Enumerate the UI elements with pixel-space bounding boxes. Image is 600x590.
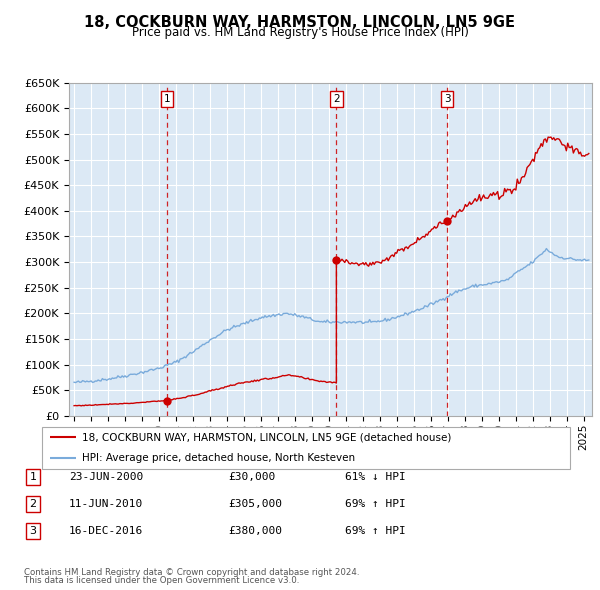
Text: 16-DEC-2016: 16-DEC-2016 <box>69 526 143 536</box>
Text: 2: 2 <box>29 499 37 509</box>
Text: 61% ↓ HPI: 61% ↓ HPI <box>345 472 406 481</box>
Text: 1: 1 <box>164 94 170 104</box>
Text: 69% ↑ HPI: 69% ↑ HPI <box>345 499 406 509</box>
Text: 2: 2 <box>333 94 340 104</box>
Text: 18, COCKBURN WAY, HARMSTON, LINCOLN, LN5 9GE (detached house): 18, COCKBURN WAY, HARMSTON, LINCOLN, LN5… <box>82 432 451 442</box>
Text: 23-JUN-2000: 23-JUN-2000 <box>69 472 143 481</box>
Text: 3: 3 <box>29 526 37 536</box>
Text: 69% ↑ HPI: 69% ↑ HPI <box>345 526 406 536</box>
FancyBboxPatch shape <box>42 427 570 469</box>
Text: £30,000: £30,000 <box>228 472 275 481</box>
Text: HPI: Average price, detached house, North Kesteven: HPI: Average price, detached house, Nort… <box>82 454 355 463</box>
Text: £305,000: £305,000 <box>228 499 282 509</box>
Text: £380,000: £380,000 <box>228 526 282 536</box>
Text: 11-JUN-2010: 11-JUN-2010 <box>69 499 143 509</box>
Text: Contains HM Land Registry data © Crown copyright and database right 2024.: Contains HM Land Registry data © Crown c… <box>24 568 359 577</box>
Text: 3: 3 <box>444 94 451 104</box>
Text: 1: 1 <box>29 472 37 481</box>
Text: This data is licensed under the Open Government Licence v3.0.: This data is licensed under the Open Gov… <box>24 576 299 585</box>
Text: Price paid vs. HM Land Registry's House Price Index (HPI): Price paid vs. HM Land Registry's House … <box>131 26 469 39</box>
Text: 18, COCKBURN WAY, HARMSTON, LINCOLN, LN5 9GE: 18, COCKBURN WAY, HARMSTON, LINCOLN, LN5… <box>85 15 515 30</box>
